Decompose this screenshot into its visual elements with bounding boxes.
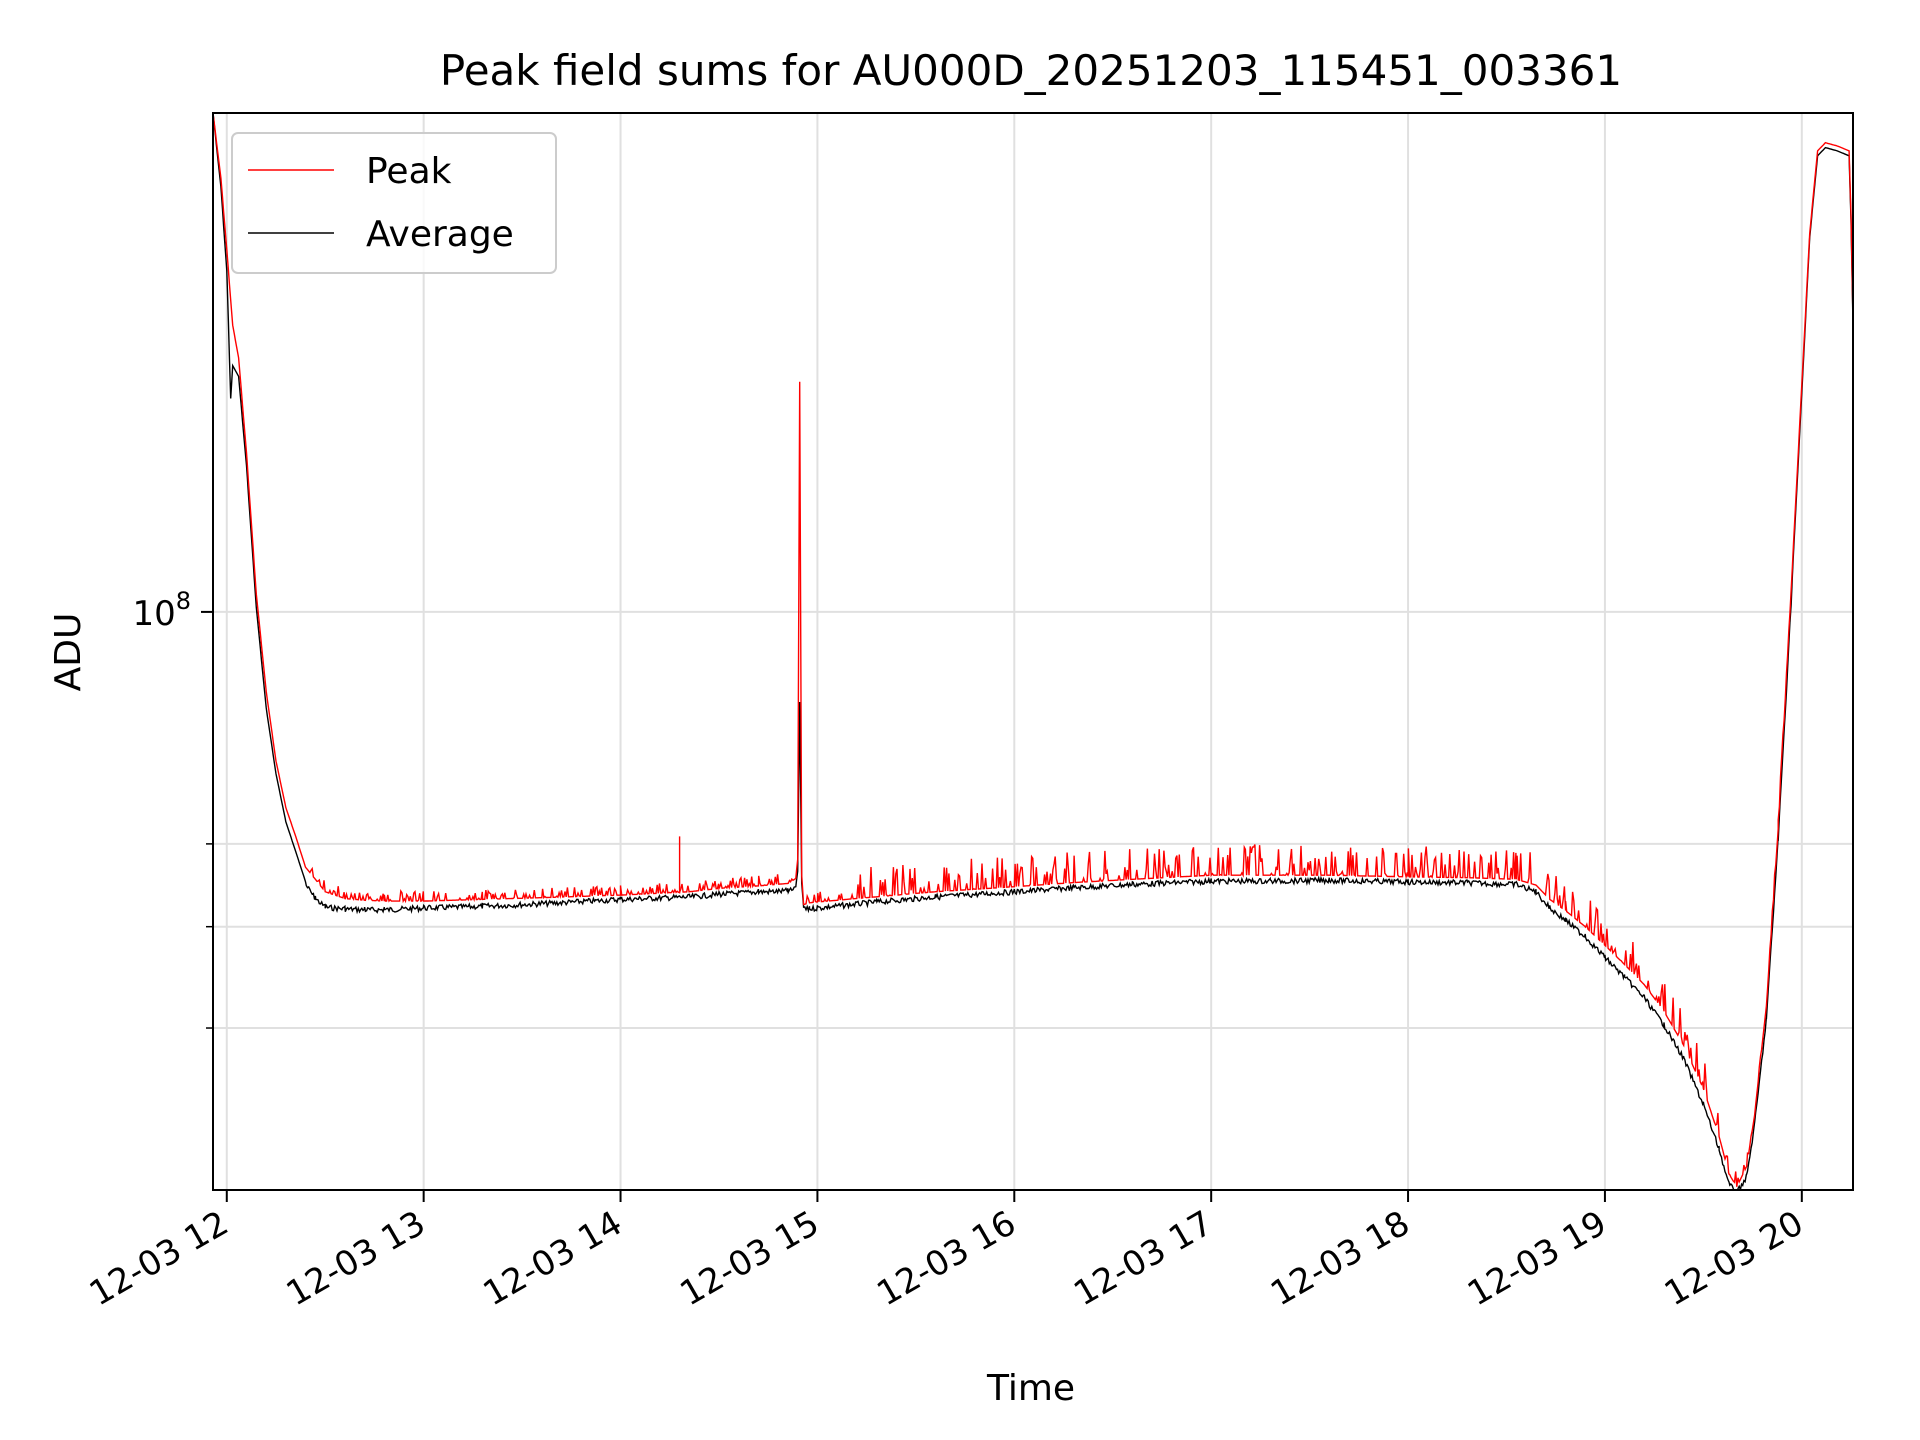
grid-layer [213, 113, 1853, 1190]
y-axis-label: ADU [48, 613, 89, 692]
chart-title: Peak field sums for AU000D_20251203_1154… [440, 46, 1622, 95]
x-axis-label: Time [986, 1368, 1075, 1409]
plot-frame [212, 112, 1854, 1191]
legend-box [231, 132, 557, 274]
legend: Peak Average [231, 132, 557, 274]
series-line-average [213, 113, 1853, 1190]
series-line-peak [213, 113, 1853, 1187]
legend-label-average: Average [366, 214, 514, 255]
series-layer [213, 113, 1853, 1190]
legend-label-peak: Peak [366, 151, 452, 192]
y-tick-exponent: 8 [176, 587, 191, 615]
